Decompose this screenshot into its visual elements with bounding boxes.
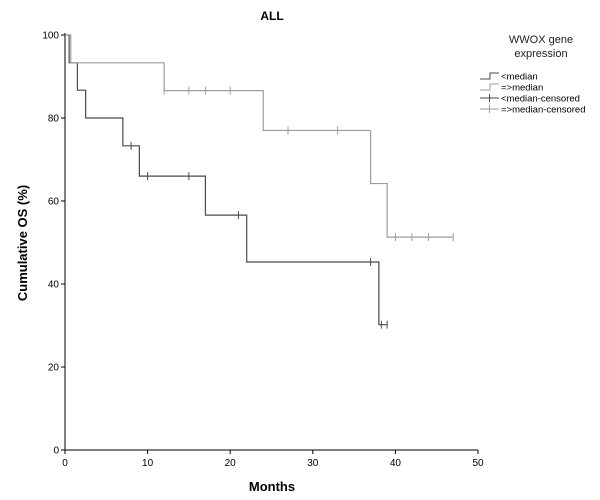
x-tick-label: 10 <box>142 458 154 469</box>
series-line-1 <box>65 34 388 326</box>
legend-label: =>median <box>501 83 543 94</box>
y-axis-title: Cumulative OS (%) <box>15 185 30 301</box>
legend-title: expression <box>514 48 567 60</box>
x-tick-label: 0 <box>62 458 68 469</box>
y-tick-label: 60 <box>48 197 60 208</box>
legend-label: <median <box>501 72 538 83</box>
x-tick-label: 40 <box>390 458 402 469</box>
x-tick-label: 20 <box>225 458 237 469</box>
y-tick-label: 100 <box>42 31 59 42</box>
y-tick-label: 20 <box>48 363 60 374</box>
legend-title: WWOX gene <box>509 34 573 46</box>
x-axis-title: Months <box>249 479 295 494</box>
legend-items: <median=>median<median-censored=>median-… <box>480 72 586 116</box>
legend-label: <median-censored <box>501 94 580 105</box>
legend-symbol-step <box>480 72 499 80</box>
series-layer <box>65 34 454 329</box>
legend-symbol-step <box>480 83 499 91</box>
x-tick-label: 50 <box>472 458 484 469</box>
legend-label: =>median-censored <box>501 105 586 116</box>
chart-title: ALL <box>260 9 283 23</box>
x-tick-label: 30 <box>307 458 319 469</box>
series-line-2 <box>65 34 454 238</box>
y-tick-label: 0 <box>53 446 59 457</box>
legend: WWOX gene expression <median=>median<med… <box>480 34 586 116</box>
y-tick-label: 40 <box>48 280 60 291</box>
y-tick-label: 80 <box>48 114 60 125</box>
axes: 0 10 20 30 40 50 0 20 40 60 80 100 <box>42 31 484 470</box>
